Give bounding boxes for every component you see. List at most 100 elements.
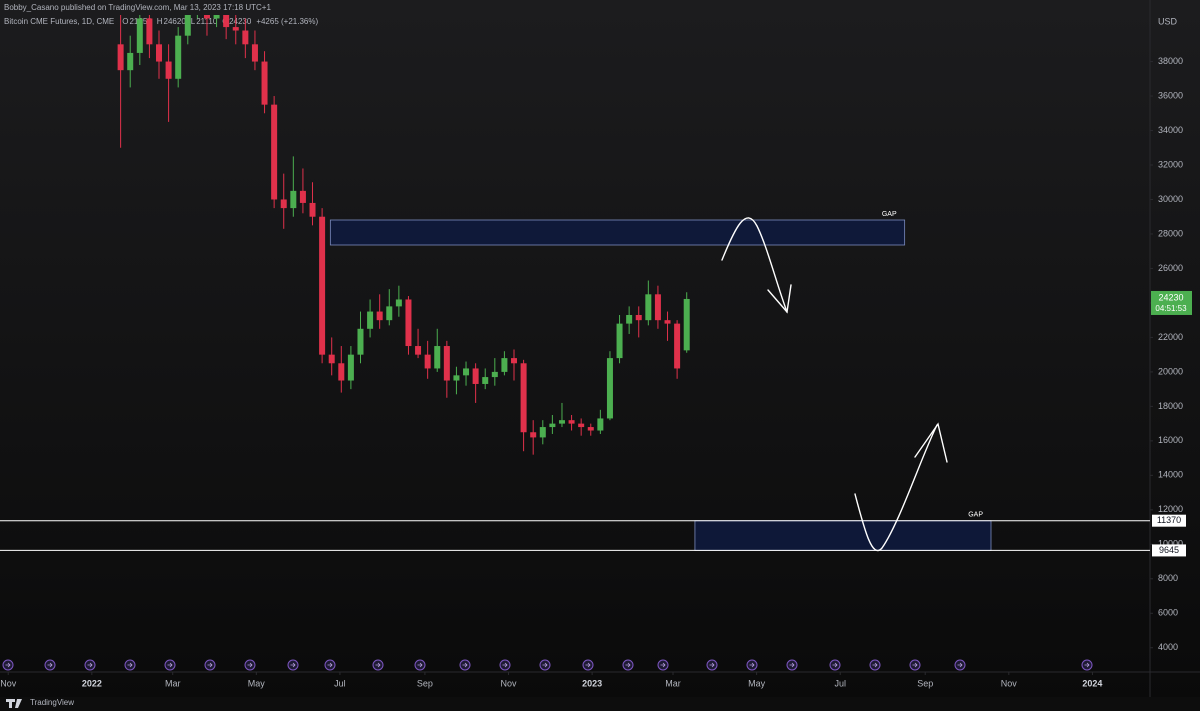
last-price-label: 24230 bbox=[1158, 292, 1183, 302]
candle-body bbox=[319, 216, 326, 355]
candle-body bbox=[223, 15, 230, 28]
candle-body bbox=[606, 358, 613, 419]
candle-body bbox=[127, 52, 134, 71]
x-tick-label: Nov bbox=[501, 678, 518, 688]
legend-key: L bbox=[191, 17, 196, 26]
x-tick-label: Sep bbox=[417, 678, 433, 688]
candle-body bbox=[568, 420, 575, 424]
event-icon-arrow bbox=[832, 662, 838, 668]
x-tick-label: 2024 bbox=[1082, 678, 1102, 688]
x-tick-label: Nov bbox=[0, 678, 17, 688]
candle-body bbox=[155, 44, 162, 62]
x-tick-label: Mar bbox=[165, 678, 181, 688]
candle-body bbox=[299, 190, 306, 203]
event-icon-arrow bbox=[872, 662, 878, 668]
level-label: 9645 bbox=[1159, 545, 1179, 555]
y-tick-label: 10000 bbox=[1158, 539, 1183, 549]
y-tick-label: 16000 bbox=[1158, 435, 1183, 445]
event-icon-arrow bbox=[542, 662, 548, 668]
event-icon-arrow bbox=[5, 662, 11, 668]
candle-body bbox=[616, 323, 623, 359]
candle-body bbox=[597, 418, 604, 431]
last-price-tag bbox=[1151, 290, 1192, 315]
drawn-curve bbox=[721, 217, 788, 313]
y-tick-label: 28000 bbox=[1158, 228, 1183, 238]
legend: Bitcoin CME Futures, 1D, CME O21250H2462… bbox=[4, 17, 318, 26]
legend-change: +4265 (+21.36%) bbox=[256, 17, 318, 26]
candle-body bbox=[491, 371, 498, 378]
candle-body bbox=[539, 427, 546, 438]
candle-body bbox=[309, 202, 316, 217]
candle-body bbox=[674, 323, 681, 369]
legend-key: O bbox=[122, 17, 128, 26]
level-tag bbox=[1152, 544, 1186, 557]
event-icon-arrow bbox=[957, 662, 963, 668]
event-icon-arrow bbox=[502, 662, 508, 668]
candle-body bbox=[511, 358, 518, 364]
y-tick-label: 36000 bbox=[1158, 90, 1183, 100]
y-tick-label: 4000 bbox=[1158, 642, 1178, 652]
drawn-arrowhead bbox=[767, 284, 792, 314]
event-icon-arrow bbox=[912, 662, 918, 668]
level-label: 11370 bbox=[1157, 515, 1181, 525]
candle-body bbox=[367, 311, 374, 329]
candle-body bbox=[271, 104, 278, 200]
candle-body bbox=[520, 363, 527, 433]
candle-body bbox=[203, 15, 210, 19]
gap-label: GAP bbox=[882, 211, 897, 218]
event-icon-arrow bbox=[709, 662, 715, 668]
candle-body bbox=[328, 354, 335, 364]
candle-body bbox=[242, 30, 249, 45]
event-icon-arrow bbox=[417, 662, 423, 668]
x-tick-label: May bbox=[748, 678, 766, 688]
candle-body bbox=[175, 35, 182, 79]
candle-body bbox=[578, 423, 585, 428]
legend-name: Bitcoin CME Futures, 1D, CME bbox=[4, 17, 114, 26]
y-tick-label: 22000 bbox=[1158, 332, 1183, 342]
y-tick-label: 30000 bbox=[1158, 194, 1183, 204]
candle-body bbox=[165, 61, 172, 79]
plot-area bbox=[0, 15, 1150, 551]
y-tick-label: 26000 bbox=[1158, 263, 1183, 273]
candle-body bbox=[424, 354, 431, 369]
x-tick-label: Jul bbox=[834, 678, 846, 688]
event-icon-arrow bbox=[47, 662, 53, 668]
gap-zone bbox=[329, 219, 906, 246]
candle-body bbox=[635, 315, 642, 321]
y-tick-label: 38000 bbox=[1158, 56, 1183, 66]
candle-body bbox=[654, 294, 661, 321]
legend-value: 24230 bbox=[229, 17, 252, 26]
event-icon-arrow bbox=[327, 662, 333, 668]
candle-body bbox=[626, 315, 633, 324]
event-icon-arrow bbox=[1084, 662, 1090, 668]
candle-body bbox=[558, 420, 565, 424]
event-icon-arrow bbox=[660, 662, 666, 668]
candle-body bbox=[184, 15, 191, 36]
event-icon-arrow bbox=[167, 662, 173, 668]
drawn-curve bbox=[854, 424, 938, 552]
x-tick-label: Nov bbox=[1001, 678, 1018, 688]
y-tick-label: 18000 bbox=[1158, 401, 1183, 411]
candle-body bbox=[136, 18, 143, 53]
event-icon-arrow bbox=[207, 662, 213, 668]
x-tick-label: Jul bbox=[334, 678, 346, 688]
y-tick-label: 12000 bbox=[1158, 504, 1183, 514]
level-tag bbox=[1152, 514, 1186, 527]
candle-body bbox=[482, 377, 489, 384]
x-tick-label: 2023 bbox=[582, 678, 602, 688]
logo-icon bbox=[6, 699, 22, 708]
candle-body bbox=[376, 311, 383, 321]
candle-body bbox=[664, 320, 671, 324]
event-icon-arrow bbox=[789, 662, 795, 668]
candle-body bbox=[386, 306, 393, 321]
event-icon-arrow bbox=[625, 662, 631, 668]
candle-body bbox=[434, 346, 441, 369]
candle-body bbox=[453, 375, 460, 381]
event-icon-arrow bbox=[462, 662, 468, 668]
drawings bbox=[721, 217, 948, 552]
candle-body bbox=[232, 27, 239, 31]
x-tick-label: Sep bbox=[917, 678, 933, 688]
event-icon-arrow bbox=[375, 662, 381, 668]
